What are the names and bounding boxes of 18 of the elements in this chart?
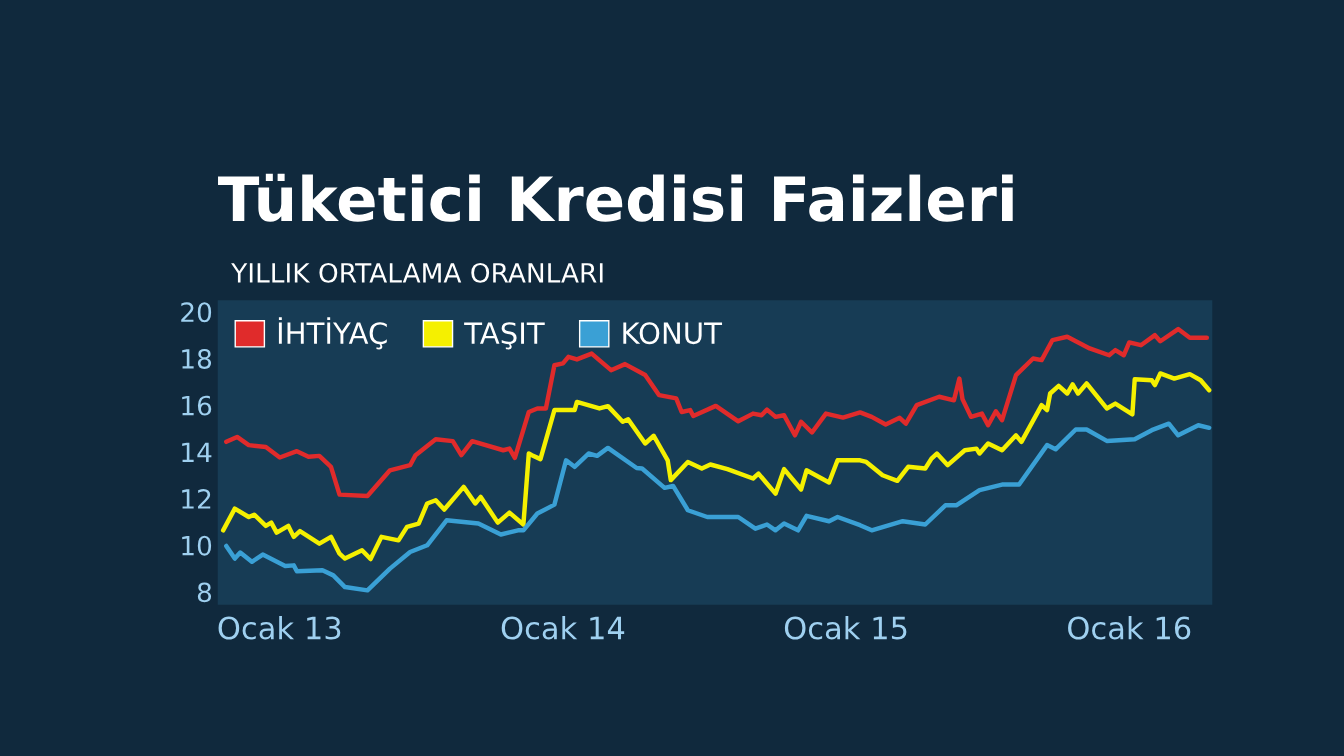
x-tick-label: Ocak 15: [784, 615, 907, 640]
legend-label: KONUT: [623, 322, 723, 345]
x-tick-label: Ocak 16: [1068, 615, 1191, 640]
legend-label: İHTİYAÇ: [278, 317, 387, 350]
y-tick-label: 10: [182, 535, 212, 556]
line-series: [224, 421, 1212, 593]
chart-subtitle: YILLIK ORTALAMA ORANLARI: [231, 262, 603, 283]
y-tick-label: 20: [181, 302, 212, 323]
y-tick-label: 16: [182, 395, 212, 416]
x-tick-label: Ocak 13: [218, 615, 341, 640]
legend-label: TAŞIT: [464, 322, 545, 350]
chart-title: Tüketici Kredisi Faizleri: [218, 173, 1013, 222]
y-tick-label: 8: [197, 582, 212, 603]
x-tick-label: Ocak 14: [501, 615, 625, 640]
y-tick-label: 14: [182, 442, 212, 462]
y-tick-label: 18: [182, 348, 212, 369]
line-series: [220, 371, 1212, 562]
y-tick-label: 12: [182, 489, 211, 509]
